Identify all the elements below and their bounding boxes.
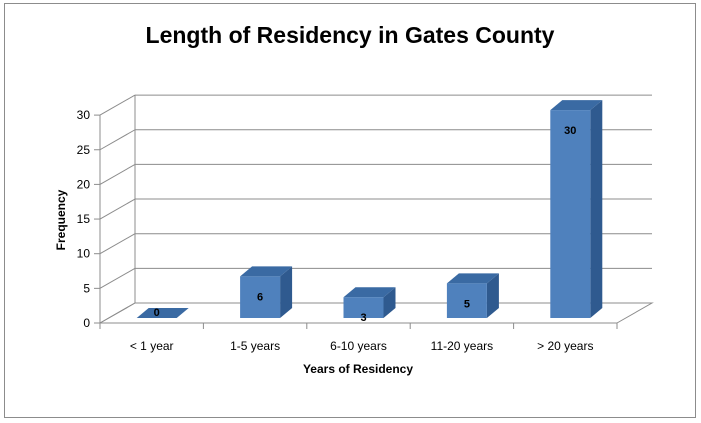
bar: 5 <box>446 273 499 318</box>
data-label: 6 <box>257 291 263 303</box>
x-tick-label: 6-10 years <box>330 339 387 353</box>
bar-side <box>280 266 293 318</box>
bar-front <box>240 276 281 318</box>
chart-title: Length of Residency in Gates County <box>146 22 555 48</box>
bar-top <box>550 100 603 111</box>
x-tick-label: < 1 year <box>130 339 174 353</box>
gridline-side <box>99 198 136 220</box>
bar-top <box>136 308 189 318</box>
bar: 3 <box>343 287 396 324</box>
bar-top <box>240 266 293 277</box>
bar-top <box>343 287 396 298</box>
bar-front <box>550 110 591 318</box>
bar-side <box>383 287 396 318</box>
gridline-side <box>99 163 136 185</box>
y-tick-label: 20 <box>77 177 91 191</box>
bar-front <box>343 297 384 318</box>
gridline-side <box>99 129 136 151</box>
data-label: 3 <box>360 312 366 324</box>
y-tick-label: 15 <box>77 212 91 226</box>
y-tick-labels: 0 5 10 15 20 25 30 <box>77 108 91 330</box>
y-tick-label: 10 <box>77 247 91 261</box>
bars: 0 6 3 5 30 <box>136 100 603 324</box>
bar-front <box>446 283 487 318</box>
bar-side <box>590 100 603 318</box>
bar-top <box>446 273 499 284</box>
y-tick-label: 5 <box>83 281 90 295</box>
y-tick-label: 25 <box>77 143 91 157</box>
x-tick-label: 1-5 years <box>230 339 280 353</box>
bar: 0 <box>136 307 189 319</box>
gridline-side <box>99 233 136 255</box>
gridline-side <box>99 94 136 116</box>
bar: 30 <box>550 100 603 318</box>
y-tick-label: 0 <box>83 316 90 330</box>
x-tick-labels: < 1 year 1-5 years 6-10 years 11-20 years > … <box>130 339 594 353</box>
bar: 6 <box>240 266 293 318</box>
bar-side <box>486 273 499 318</box>
data-label: 30 <box>564 125 576 137</box>
x-tick-label: > 20 years <box>537 339 593 353</box>
x-axis-title: Years of Residency <box>303 362 413 376</box>
y-tick-label: 30 <box>77 108 91 122</box>
data-label: 5 <box>464 298 470 310</box>
x-tick-label: 11-20 years <box>431 339 493 353</box>
y-axis-title: Frequency <box>54 189 68 250</box>
gridline-side <box>99 267 136 289</box>
data-label: 0 <box>154 307 160 319</box>
